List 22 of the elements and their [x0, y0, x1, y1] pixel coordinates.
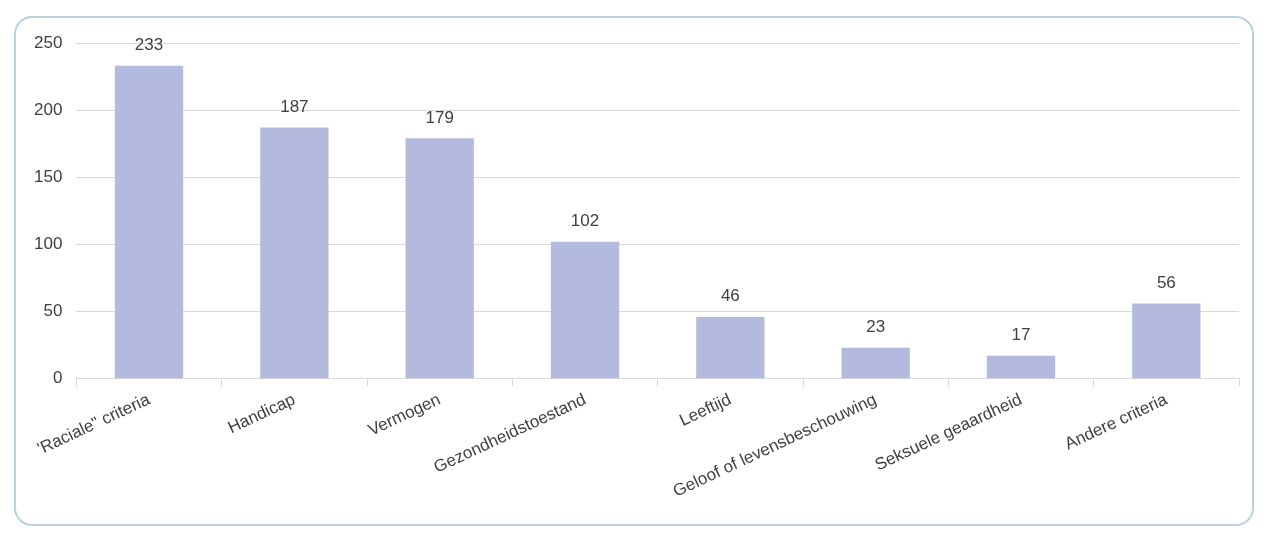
- data-label: 46: [720, 286, 740, 306]
- bar: [550, 241, 620, 379]
- bar: [405, 138, 474, 379]
- y-tick-label: 100: [33, 234, 63, 254]
- y-tick-label: 150: [33, 166, 63, 186]
- data-label: 102: [570, 210, 600, 230]
- data-label: 233: [134, 35, 164, 55]
- data-label: 17: [1011, 325, 1031, 345]
- bar: [696, 316, 765, 379]
- data-label: 23: [866, 316, 886, 336]
- bar: [841, 347, 910, 379]
- y-tick-label: 200: [33, 99, 63, 119]
- bar: [114, 65, 184, 379]
- data-label: 179: [425, 107, 454, 127]
- y-tick-label: 0: [52, 368, 63, 388]
- bar: [1132, 303, 1201, 379]
- data-label: 56: [1156, 272, 1176, 292]
- y-tick-label: 50: [43, 301, 63, 321]
- y-tick-label: 250: [33, 32, 63, 52]
- data-label: 187: [280, 96, 309, 116]
- bar: [986, 355, 1056, 379]
- bar: [260, 127, 329, 379]
